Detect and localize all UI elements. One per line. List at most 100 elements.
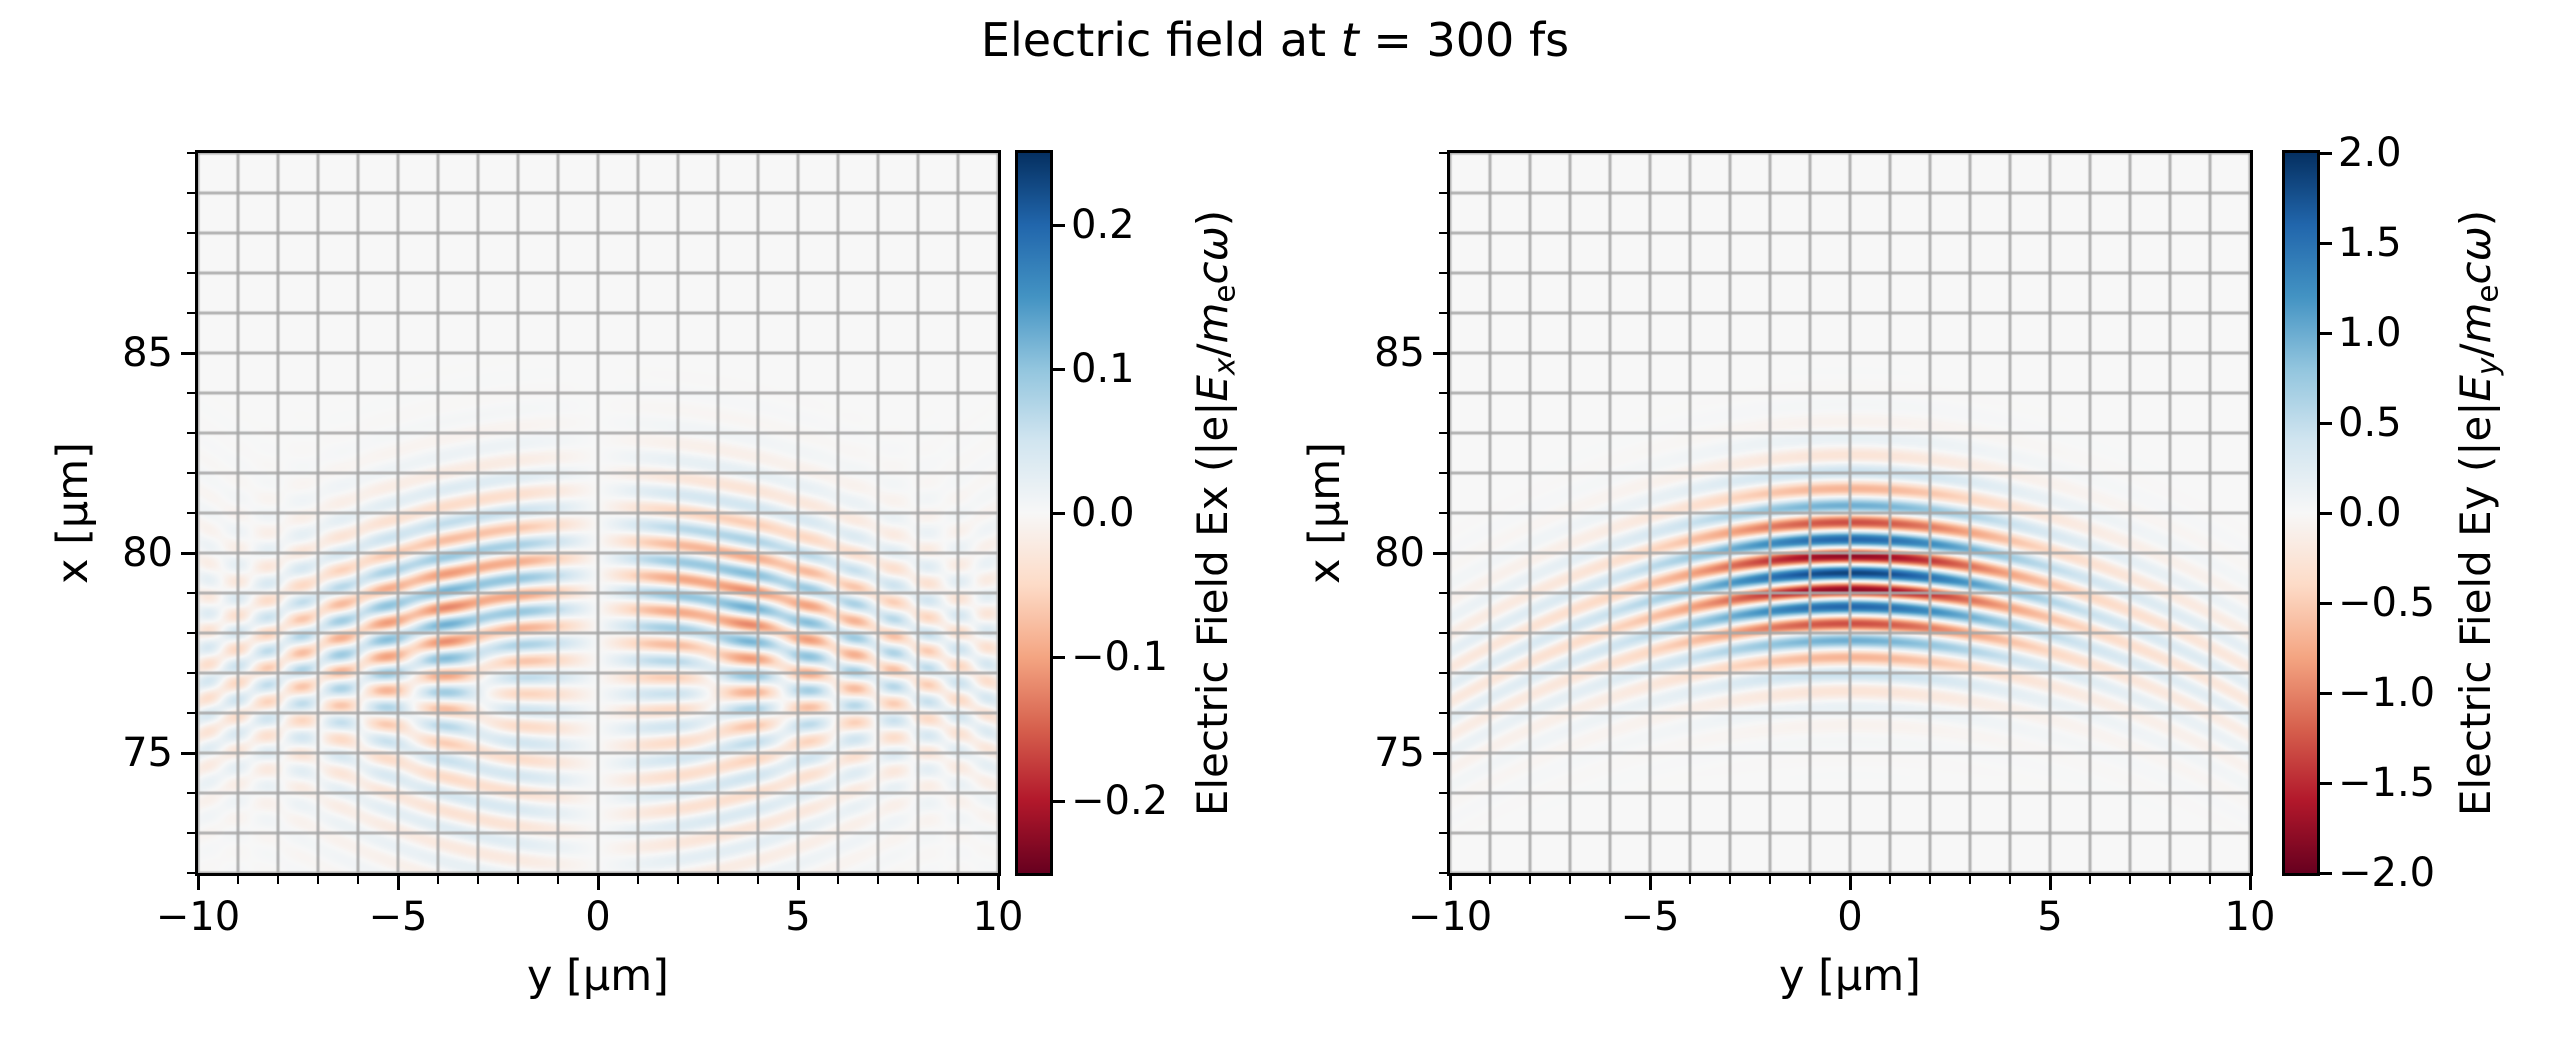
colorbar-tick bbox=[2320, 331, 2332, 335]
y-major-tick bbox=[1433, 751, 1447, 755]
y-minor-tick bbox=[1439, 192, 1447, 194]
x-tick-label: 5 bbox=[2037, 894, 2063, 940]
colorbar-tick-label: 0.2 bbox=[1071, 202, 1135, 248]
x-tick-label: −10 bbox=[1407, 894, 1493, 940]
x-tick-label: 5 bbox=[785, 894, 811, 940]
colorbar-tick bbox=[2320, 601, 2332, 605]
colorbar-tick-label: −0.1 bbox=[1071, 634, 1169, 680]
x-minor-tick bbox=[877, 876, 879, 884]
y-tick-label: 80 bbox=[122, 530, 173, 576]
y-minor-tick bbox=[1439, 432, 1447, 434]
colorbar-tick-label: −1.5 bbox=[2338, 760, 2436, 806]
x-minor-tick bbox=[1809, 876, 1811, 884]
x-major-tick bbox=[196, 876, 200, 890]
colorbar-tick bbox=[2320, 511, 2332, 515]
y-minor-tick bbox=[187, 312, 195, 314]
x-major-tick bbox=[2248, 876, 2252, 890]
x-axis-label-ey: y [μm] bbox=[1779, 951, 1921, 1001]
y-minor-tick bbox=[1439, 792, 1447, 794]
x-major-tick bbox=[996, 876, 1000, 890]
x-minor-tick bbox=[1689, 876, 1691, 884]
x-minor-tick bbox=[1609, 876, 1611, 884]
x-major-tick bbox=[396, 876, 400, 890]
colorbar-tick bbox=[1053, 367, 1065, 371]
y-major-tick bbox=[1433, 351, 1447, 355]
x-tick-label: −10 bbox=[155, 894, 241, 940]
x-minor-tick bbox=[477, 876, 479, 884]
x-minor-tick bbox=[317, 876, 319, 884]
colorbar-tick bbox=[1053, 799, 1065, 803]
y-minor-tick bbox=[187, 472, 195, 474]
x-minor-tick bbox=[1729, 876, 1731, 884]
colorbar-tick-label: 1.0 bbox=[2338, 310, 2402, 356]
x-minor-tick bbox=[2209, 876, 2211, 884]
y-minor-tick bbox=[187, 272, 195, 274]
colorbar-tick-label: 2.0 bbox=[2338, 130, 2402, 176]
y-minor-tick bbox=[1439, 232, 1447, 234]
colorbar-tick-label: 0.0 bbox=[2338, 490, 2402, 536]
colorbar-tick-label: −1.0 bbox=[2338, 670, 2436, 716]
colorbar-tick bbox=[1053, 511, 1065, 515]
x-major-tick bbox=[2048, 876, 2052, 890]
x-major-tick bbox=[796, 876, 800, 890]
x-minor-tick bbox=[2009, 876, 2011, 884]
colorbar-tick bbox=[1053, 655, 1065, 659]
y-minor-tick bbox=[187, 392, 195, 394]
x-major-tick bbox=[1448, 876, 1452, 890]
x-minor-tick bbox=[2129, 876, 2131, 884]
colorbar-tick-label: 0.5 bbox=[2338, 400, 2402, 446]
x-minor-tick bbox=[957, 876, 959, 884]
colorbar-label-ex: Electric Field Ex (|e|Ex/mecω) bbox=[1188, 209, 1242, 817]
y-minor-tick bbox=[187, 672, 195, 674]
x-minor-tick bbox=[1529, 876, 1531, 884]
x-minor-tick bbox=[437, 876, 439, 884]
colorbar-tick-label: 0.0 bbox=[1071, 490, 1135, 536]
y-axis-label-ey: x [μm] bbox=[1300, 442, 1350, 584]
colorbar-ey bbox=[2282, 150, 2320, 876]
y-minor-tick bbox=[1439, 712, 1447, 714]
colorbar-tick-label: −0.2 bbox=[1071, 778, 1169, 824]
x-tick-label: 0 bbox=[585, 894, 611, 940]
y-minor-tick bbox=[187, 792, 195, 794]
x-minor-tick bbox=[1969, 876, 1971, 884]
x-minor-tick bbox=[637, 876, 639, 884]
heatmap-ex bbox=[198, 153, 998, 873]
x-tick-label: −5 bbox=[368, 894, 428, 940]
colorbar-ex bbox=[1015, 150, 1053, 876]
x-minor-tick bbox=[2169, 876, 2171, 884]
x-minor-tick bbox=[717, 876, 719, 884]
y-major-tick bbox=[181, 551, 195, 555]
x-minor-tick bbox=[757, 876, 759, 884]
y-tick-label: 80 bbox=[1374, 530, 1425, 576]
y-minor-tick bbox=[1439, 472, 1447, 474]
x-minor-tick bbox=[277, 876, 279, 884]
x-minor-tick bbox=[237, 876, 239, 884]
y-minor-tick bbox=[1439, 392, 1447, 394]
x-minor-tick bbox=[1569, 876, 1571, 884]
y-minor-tick bbox=[1439, 312, 1447, 314]
x-tick-label: −5 bbox=[1620, 894, 1680, 940]
y-minor-tick bbox=[187, 872, 195, 874]
x-minor-tick bbox=[357, 876, 359, 884]
x-major-tick bbox=[1848, 876, 1852, 890]
x-tick-label: 10 bbox=[2224, 894, 2276, 940]
colorbar-tick bbox=[2320, 781, 2332, 785]
x-minor-tick bbox=[1769, 876, 1771, 884]
x-minor-tick bbox=[1489, 876, 1491, 884]
y-minor-tick bbox=[187, 592, 195, 594]
x-major-tick bbox=[1648, 876, 1652, 890]
y-minor-tick bbox=[1439, 152, 1447, 154]
y-minor-tick bbox=[1439, 512, 1447, 514]
y-tick-label: 85 bbox=[122, 330, 173, 376]
x-minor-tick bbox=[837, 876, 839, 884]
y-tick-label: 75 bbox=[122, 730, 173, 776]
x-axis-label-ex: y [μm] bbox=[527, 951, 669, 1001]
x-minor-tick bbox=[2089, 876, 2091, 884]
heatmap-ey bbox=[1450, 153, 2250, 873]
colorbar-tick bbox=[2320, 241, 2332, 245]
x-minor-tick bbox=[917, 876, 919, 884]
colorbar-tick-label: −2.0 bbox=[2338, 850, 2436, 896]
y-minor-tick bbox=[1439, 672, 1447, 674]
y-minor-tick bbox=[187, 512, 195, 514]
